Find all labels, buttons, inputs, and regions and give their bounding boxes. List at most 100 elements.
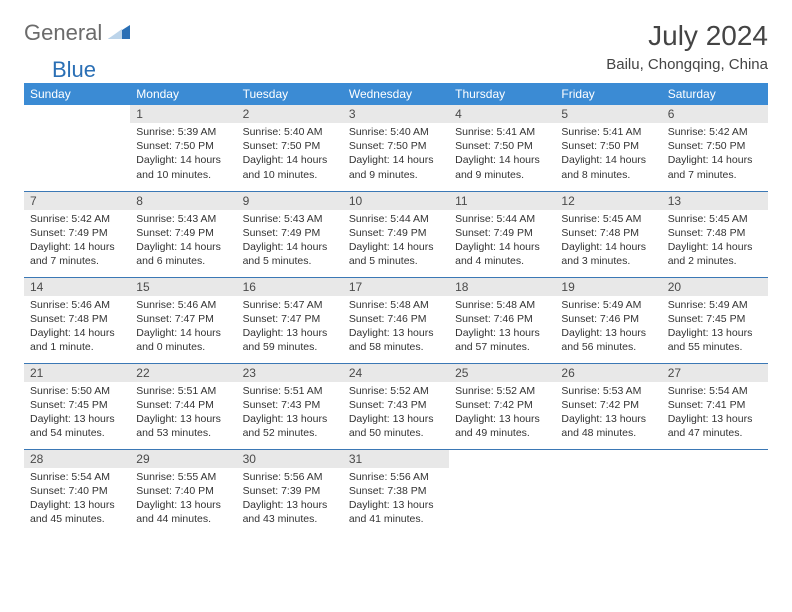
- calendar-row: 14Sunrise: 5:46 AMSunset: 7:48 PMDayligh…: [24, 277, 768, 363]
- page-title: July 2024: [648, 20, 768, 52]
- logo-line2: Blue: [24, 57, 96, 83]
- day-number: 24: [343, 364, 449, 382]
- calendar-cell: 13Sunrise: 5:45 AMSunset: 7:48 PMDayligh…: [662, 191, 768, 277]
- day-body: Sunrise: 5:45 AMSunset: 7:48 PMDaylight:…: [662, 210, 768, 273]
- day-header: Thursday: [449, 83, 555, 105]
- calendar-cell: 7Sunrise: 5:42 AMSunset: 7:49 PMDaylight…: [24, 191, 130, 277]
- day-body: Sunrise: 5:43 AMSunset: 7:49 PMDaylight:…: [130, 210, 236, 273]
- calendar-cell: 24Sunrise: 5:52 AMSunset: 7:43 PMDayligh…: [343, 363, 449, 449]
- day-body: Sunrise: 5:52 AMSunset: 7:42 PMDaylight:…: [449, 382, 555, 445]
- calendar-cell: 25Sunrise: 5:52 AMSunset: 7:42 PMDayligh…: [449, 363, 555, 449]
- day-body: Sunrise: 5:47 AMSunset: 7:47 PMDaylight:…: [237, 296, 343, 359]
- day-number: 17: [343, 278, 449, 296]
- day-number: 31: [343, 450, 449, 468]
- calendar-cell: [449, 449, 555, 535]
- day-number: 2: [237, 105, 343, 123]
- day-body: Sunrise: 5:49 AMSunset: 7:46 PMDaylight:…: [555, 296, 661, 359]
- day-number: 11: [449, 192, 555, 210]
- day-header: Monday: [130, 83, 236, 105]
- calendar-cell: 30Sunrise: 5:56 AMSunset: 7:39 PMDayligh…: [237, 449, 343, 535]
- day-number: 1: [130, 105, 236, 123]
- day-number: 30: [237, 450, 343, 468]
- day-body: Sunrise: 5:45 AMSunset: 7:48 PMDaylight:…: [555, 210, 661, 273]
- calendar-cell: 2Sunrise: 5:40 AMSunset: 7:50 PMDaylight…: [237, 105, 343, 191]
- day-number: 8: [130, 192, 236, 210]
- day-number: 15: [130, 278, 236, 296]
- calendar-cell: 17Sunrise: 5:48 AMSunset: 7:46 PMDayligh…: [343, 277, 449, 363]
- day-body: Sunrise: 5:39 AMSunset: 7:50 PMDaylight:…: [130, 123, 236, 186]
- calendar-cell: 3Sunrise: 5:40 AMSunset: 7:50 PMDaylight…: [343, 105, 449, 191]
- day-body: Sunrise: 5:44 AMSunset: 7:49 PMDaylight:…: [449, 210, 555, 273]
- logo: General: [24, 20, 132, 46]
- day-number: 18: [449, 278, 555, 296]
- calendar-cell: 14Sunrise: 5:46 AMSunset: 7:48 PMDayligh…: [24, 277, 130, 363]
- day-body: Sunrise: 5:48 AMSunset: 7:46 PMDaylight:…: [343, 296, 449, 359]
- day-number: 10: [343, 192, 449, 210]
- calendar-cell: 8Sunrise: 5:43 AMSunset: 7:49 PMDaylight…: [130, 191, 236, 277]
- day-body: Sunrise: 5:54 AMSunset: 7:40 PMDaylight:…: [24, 468, 130, 531]
- calendar-page: General July 2024 Blue Bailu, Chongqing,…: [0, 0, 792, 555]
- calendar-table: SundayMondayTuesdayWednesdayThursdayFrid…: [24, 83, 768, 535]
- calendar-cell: 29Sunrise: 5:55 AMSunset: 7:40 PMDayligh…: [130, 449, 236, 535]
- day-number: 6: [662, 105, 768, 123]
- calendar-cell: 23Sunrise: 5:51 AMSunset: 7:43 PMDayligh…: [237, 363, 343, 449]
- day-body: Sunrise: 5:49 AMSunset: 7:45 PMDaylight:…: [662, 296, 768, 359]
- day-number: 20: [662, 278, 768, 296]
- logo-word1: General: [24, 20, 102, 46]
- day-number: 3: [343, 105, 449, 123]
- day-body: Sunrise: 5:51 AMSunset: 7:44 PMDaylight:…: [130, 382, 236, 445]
- calendar-cell: 10Sunrise: 5:44 AMSunset: 7:49 PMDayligh…: [343, 191, 449, 277]
- calendar-cell: 19Sunrise: 5:49 AMSunset: 7:46 PMDayligh…: [555, 277, 661, 363]
- logo-triangle-icon: [108, 23, 130, 44]
- calendar-cell: [662, 449, 768, 535]
- calendar-cell: 31Sunrise: 5:56 AMSunset: 7:38 PMDayligh…: [343, 449, 449, 535]
- calendar-cell: 28Sunrise: 5:54 AMSunset: 7:40 PMDayligh…: [24, 449, 130, 535]
- day-body: Sunrise: 5:44 AMSunset: 7:49 PMDaylight:…: [343, 210, 449, 273]
- day-body: Sunrise: 5:56 AMSunset: 7:38 PMDaylight:…: [343, 468, 449, 531]
- day-header-row: SundayMondayTuesdayWednesdayThursdayFrid…: [24, 83, 768, 105]
- calendar-cell: 9Sunrise: 5:43 AMSunset: 7:49 PMDaylight…: [237, 191, 343, 277]
- day-header: Friday: [555, 83, 661, 105]
- day-number: 27: [662, 364, 768, 382]
- calendar-cell: 16Sunrise: 5:47 AMSunset: 7:47 PMDayligh…: [237, 277, 343, 363]
- day-header: Sunday: [24, 83, 130, 105]
- calendar-row: 28Sunrise: 5:54 AMSunset: 7:40 PMDayligh…: [24, 449, 768, 535]
- day-body: Sunrise: 5:53 AMSunset: 7:42 PMDaylight:…: [555, 382, 661, 445]
- calendar-cell: 12Sunrise: 5:45 AMSunset: 7:48 PMDayligh…: [555, 191, 661, 277]
- day-body: Sunrise: 5:50 AMSunset: 7:45 PMDaylight:…: [24, 382, 130, 445]
- day-body: Sunrise: 5:52 AMSunset: 7:43 PMDaylight:…: [343, 382, 449, 445]
- day-number: 23: [237, 364, 343, 382]
- day-number: 28: [24, 450, 130, 468]
- calendar-cell: 26Sunrise: 5:53 AMSunset: 7:42 PMDayligh…: [555, 363, 661, 449]
- logo-word2: Blue: [52, 57, 96, 83]
- day-number: 13: [662, 192, 768, 210]
- day-body: Sunrise: 5:40 AMSunset: 7:50 PMDaylight:…: [237, 123, 343, 186]
- day-number: 19: [555, 278, 661, 296]
- calendar-cell: 6Sunrise: 5:42 AMSunset: 7:50 PMDaylight…: [662, 105, 768, 191]
- day-number: 4: [449, 105, 555, 123]
- day-body: Sunrise: 5:40 AMSunset: 7:50 PMDaylight:…: [343, 123, 449, 186]
- subtitle: Bailu, Chongqing, China: [606, 56, 768, 73]
- day-body: Sunrise: 5:56 AMSunset: 7:39 PMDaylight:…: [237, 468, 343, 531]
- title-block: July 2024: [648, 20, 768, 52]
- day-number: 26: [555, 364, 661, 382]
- day-number: 29: [130, 450, 236, 468]
- day-number: 7: [24, 192, 130, 210]
- day-body: Sunrise: 5:42 AMSunset: 7:50 PMDaylight:…: [662, 123, 768, 186]
- calendar-cell: [24, 105, 130, 191]
- calendar-cell: 1Sunrise: 5:39 AMSunset: 7:50 PMDaylight…: [130, 105, 236, 191]
- day-body: Sunrise: 5:51 AMSunset: 7:43 PMDaylight:…: [237, 382, 343, 445]
- calendar-cell: 5Sunrise: 5:41 AMSunset: 7:50 PMDaylight…: [555, 105, 661, 191]
- day-number: 16: [237, 278, 343, 296]
- day-body: Sunrise: 5:54 AMSunset: 7:41 PMDaylight:…: [662, 382, 768, 445]
- day-number: 22: [130, 364, 236, 382]
- calendar-row: 7Sunrise: 5:42 AMSunset: 7:49 PMDaylight…: [24, 191, 768, 277]
- day-body: Sunrise: 5:41 AMSunset: 7:50 PMDaylight:…: [449, 123, 555, 186]
- calendar-row: 21Sunrise: 5:50 AMSunset: 7:45 PMDayligh…: [24, 363, 768, 449]
- day-header: Saturday: [662, 83, 768, 105]
- day-body: Sunrise: 5:42 AMSunset: 7:49 PMDaylight:…: [24, 210, 130, 273]
- calendar-row: 1Sunrise: 5:39 AMSunset: 7:50 PMDaylight…: [24, 105, 768, 191]
- calendar-cell: 15Sunrise: 5:46 AMSunset: 7:47 PMDayligh…: [130, 277, 236, 363]
- day-number: 12: [555, 192, 661, 210]
- calendar-body: 1Sunrise: 5:39 AMSunset: 7:50 PMDaylight…: [24, 105, 768, 535]
